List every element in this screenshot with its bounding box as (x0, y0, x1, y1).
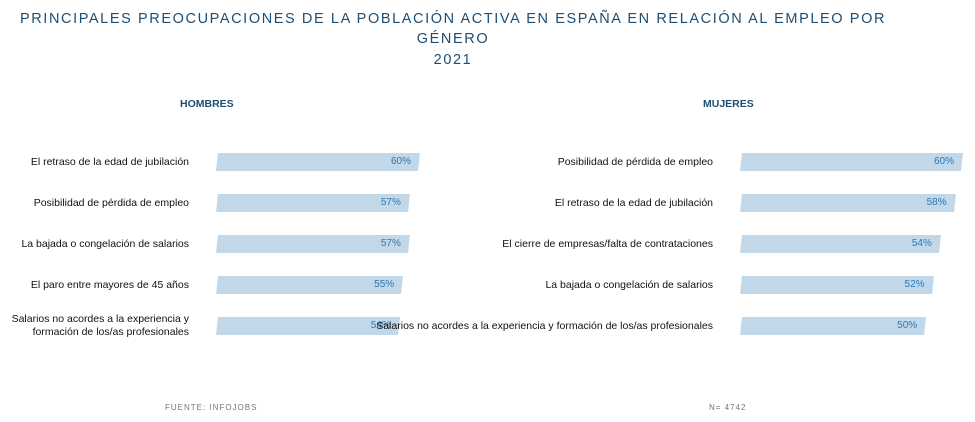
panel-title-hombres: HOMBRES (180, 98, 234, 110)
category-label: El retraso de la edad de jubilación (554, 196, 713, 209)
chart-title: PRINCIPALES PREOCUPACIONES DE LA POBLACI… (0, 9, 906, 70)
value-label: 60% (933, 156, 954, 167)
category-label: El cierre de empresas/falta de contratac… (502, 237, 713, 250)
value-label: 57% (380, 238, 401, 249)
category-label: La bajada o congelación de salarios (21, 237, 189, 250)
category-label: Salarios no acordes a la experiencia y f… (11, 313, 189, 338)
category-label: Salarios no acordes a la experiencia y f… (376, 319, 713, 332)
sample-size-note: N= 4742 (709, 403, 747, 412)
panel-title-mujeres: MUJERES (703, 98, 754, 110)
category-label: Posibilidad de pérdida de empleo (33, 196, 189, 209)
category-label: La bajada o congelación de salarios (545, 278, 713, 291)
value-label: 54% (911, 238, 932, 249)
value-label: 54% (370, 320, 391, 331)
chart-title-year: 2021 (433, 52, 473, 68)
value-label: 58% (926, 197, 947, 208)
value-label: 57% (380, 197, 401, 208)
value-label: 52% (904, 279, 925, 290)
source-note: FUENTE: INFOJOBS (165, 403, 258, 412)
category-label: Posibilidad de pérdida de empleo (557, 155, 713, 168)
category-label: El retraso de la edad de jubilación (30, 155, 189, 168)
value-label: 55% (374, 279, 395, 290)
value-label: 60% (390, 156, 411, 167)
category-label: El paro entre mayores de 45 años (30, 278, 189, 291)
chart-title-line1: PRINCIPALES PREOCUPACIONES DE LA POBLACI… (19, 11, 887, 47)
value-label: 50% (897, 320, 918, 331)
